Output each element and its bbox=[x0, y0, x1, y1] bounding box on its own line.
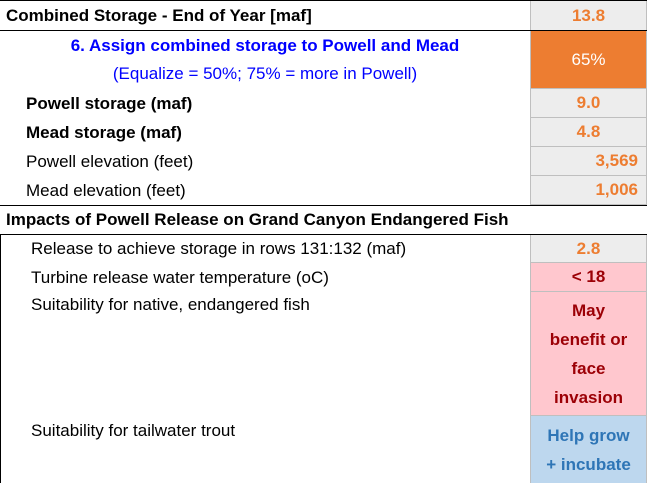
release-row: Release to achieve storage in rows 131:1… bbox=[0, 234, 647, 263]
powell-elevation-row: Powell elevation (feet) 3,569 bbox=[0, 147, 647, 176]
native-fish-value-line: invasion bbox=[554, 387, 623, 407]
turbine-temp-value[interactable]: < 18 bbox=[530, 263, 647, 292]
powell-storage-value[interactable]: 9.0 bbox=[530, 89, 647, 118]
trout-label: Suitability for tailwater trout bbox=[0, 416, 530, 483]
mead-storage-value[interactable]: 4.8 bbox=[530, 118, 647, 147]
mead-elevation-row: Mead elevation (feet) 1,006 bbox=[0, 176, 647, 205]
combined-storage-row: Combined Storage - End of Year [maf] 13.… bbox=[0, 0, 647, 31]
assign-storage-row: 6. Assign combined storage to Powell and… bbox=[0, 31, 647, 89]
mead-storage-label: Mead storage (maf) bbox=[26, 122, 182, 142]
native-fish-value[interactable]: May benefit or face invasion bbox=[530, 292, 647, 416]
turbine-temp-row: Turbine release water temperature (oC) <… bbox=[0, 263, 647, 292]
powell-storage-row: Powell storage (maf) 9.0 bbox=[0, 89, 647, 118]
assign-storage-label: 6. Assign combined storage to Powell and… bbox=[0, 31, 530, 89]
trout-row: Suitability for tailwater trout Help gro… bbox=[0, 416, 647, 483]
mead-elevation-value[interactable]: 1,006 bbox=[530, 176, 647, 205]
trout-value[interactable]: Help grow + incubate bbox=[530, 416, 647, 483]
assign-percentage-input[interactable]: 65% bbox=[530, 31, 647, 89]
native-fish-label: Suitability for native, endangered fish bbox=[0, 292, 530, 416]
assign-title: 6. Assign combined storage to Powell and… bbox=[70, 36, 460, 55]
powell-storage-label: Powell storage (maf) bbox=[26, 93, 193, 113]
trout-value-line: Help grow bbox=[547, 425, 630, 445]
combined-storage-label: Combined Storage - End of Year [maf] bbox=[6, 5, 312, 25]
native-fish-value-line: face bbox=[571, 358, 606, 378]
turbine-temp-label: Turbine release water temperature (oC) bbox=[0, 263, 530, 292]
trout-value-line: + incubate bbox=[546, 454, 631, 474]
native-fish-row: Suitability for native, endangered fish … bbox=[0, 292, 647, 416]
mead-elevation-label: Mead elevation (feet) bbox=[26, 180, 186, 200]
impacts-header: Impacts of Powell Release on Grand Canyo… bbox=[6, 210, 509, 229]
release-label: Release to achieve storage in rows 131:1… bbox=[0, 235, 530, 263]
impacts-header-row: Impacts of Powell Release on Grand Canyo… bbox=[0, 205, 647, 234]
combined-storage-value[interactable]: 13.8 bbox=[530, 1, 647, 30]
mead-storage-row: Mead storage (maf) 4.8 bbox=[0, 118, 647, 147]
native-fish-value-line: benefit or bbox=[549, 329, 628, 349]
powell-elevation-label: Powell elevation (feet) bbox=[26, 151, 194, 171]
powell-elevation-value[interactable]: 3,569 bbox=[530, 147, 647, 176]
assign-subtitle: (Equalize = 50%; 75% = more in Powell) bbox=[112, 64, 418, 83]
native-fish-value-line: May bbox=[571, 300, 606, 320]
release-value[interactable]: 2.8 bbox=[530, 235, 647, 263]
